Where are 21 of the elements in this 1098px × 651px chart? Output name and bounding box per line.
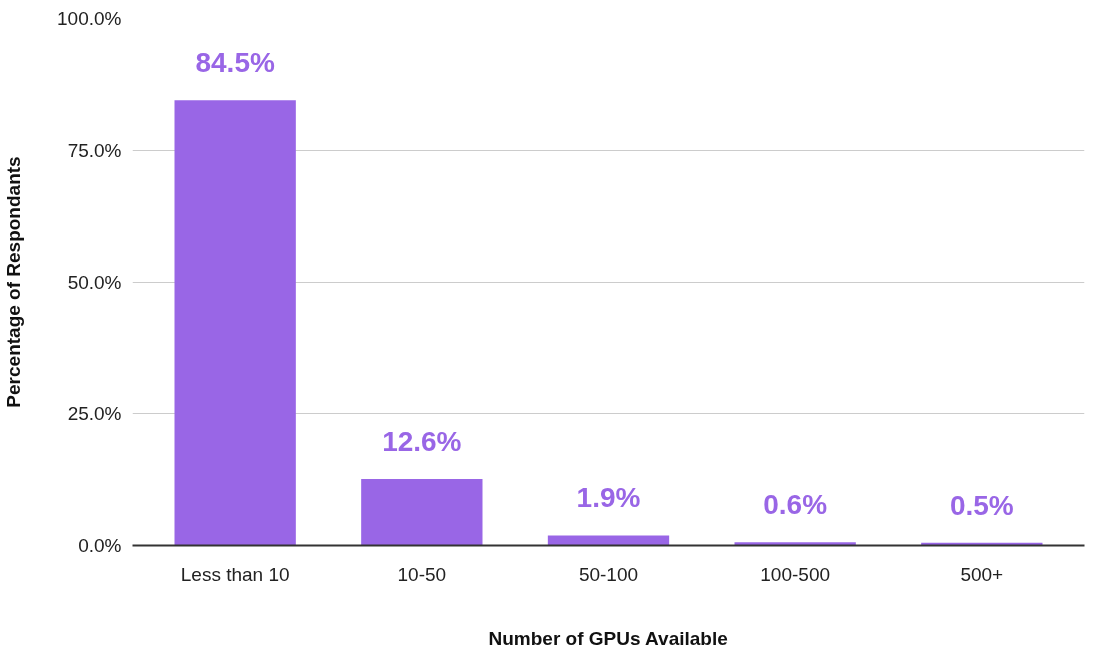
bar	[734, 542, 856, 546]
y-tick-label: 75.0%	[67, 139, 122, 161]
y-tick-label: 0.0%	[78, 535, 122, 556]
y-tick-label: 50.0%	[67, 271, 122, 293]
data-label: 0.6%	[763, 489, 828, 521]
x-tick-label: Less than 10	[180, 563, 290, 585]
data-label: 12.6%	[382, 426, 462, 458]
data-label: 84.5%	[195, 47, 275, 79]
data-label: 1.9%	[576, 482, 641, 514]
data-label: 0.5%	[949, 489, 1014, 521]
bar	[361, 479, 483, 546]
x-tick-label: 100-500	[760, 563, 831, 585]
y-tick-label: 25.0%	[67, 403, 122, 425]
x-axis-title: Number of GPUs Available	[488, 627, 728, 649]
x-tick-label: 50-100	[578, 563, 639, 585]
bar	[547, 535, 670, 546]
bar	[174, 100, 296, 546]
x-tick-label: 500+	[960, 563, 1004, 585]
y-axis-title: Percentage of Respondants	[3, 156, 25, 408]
x-tick-label: 10-50	[397, 563, 447, 585]
y-tick-label: 100.0%	[57, 8, 122, 29]
